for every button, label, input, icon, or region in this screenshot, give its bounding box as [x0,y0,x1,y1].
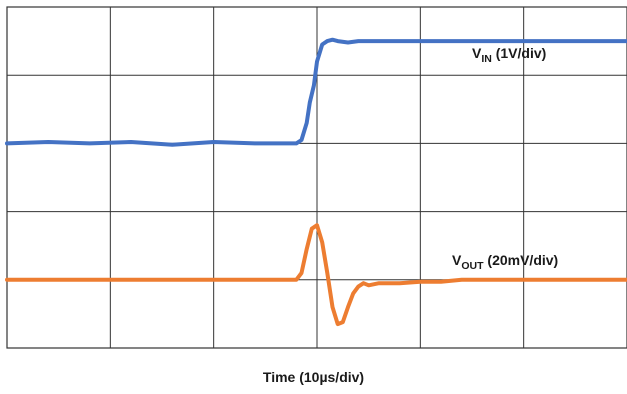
series-line-vout [5,223,627,327]
plot-frame [6,6,627,349]
series-label-vin: VIN (1V/div) [472,45,546,65]
x-axis-label: Time (10µs/div) [262,369,365,385]
series-line-vin [5,37,627,147]
traces [5,37,627,327]
series-label-vout: VOUT (20mV/div) [452,252,558,272]
